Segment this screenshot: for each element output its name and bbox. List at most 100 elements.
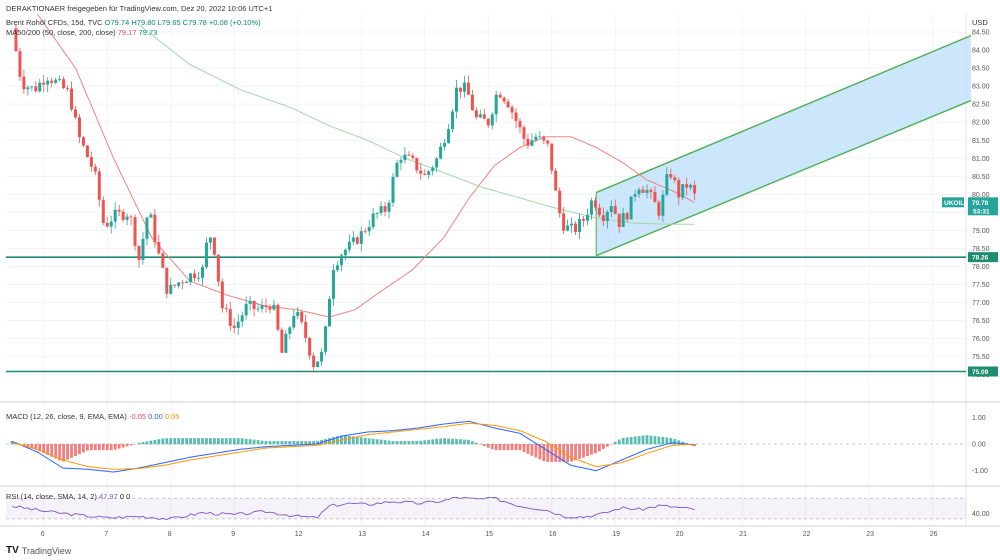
candle-body[interactable] <box>113 209 117 222</box>
candle-body[interactable] <box>387 202 391 212</box>
candle-body[interactable] <box>554 170 558 191</box>
candle-body[interactable] <box>478 114 482 118</box>
candle-body[interactable] <box>669 174 673 178</box>
candle-body[interactable] <box>181 282 185 284</box>
candle-body[interactable] <box>538 136 542 138</box>
candle-body[interactable] <box>268 306 272 310</box>
candle-body[interactable] <box>93 166 97 172</box>
candle-body[interactable] <box>439 146 443 159</box>
ma-label[interactable]: MA50/200 (50, close, 200, close) <box>6 28 116 37</box>
candle-body[interactable] <box>331 270 335 299</box>
macd-label[interactable]: MACD (12, 26, close, 9, EMA, EMA) <box>6 412 127 421</box>
candle-body[interactable] <box>681 184 685 198</box>
candle-body[interactable] <box>153 214 157 243</box>
candle-body[interactable] <box>50 80 54 83</box>
candle-body[interactable] <box>494 94 498 115</box>
candle-body[interactable] <box>125 216 129 220</box>
candle-body[interactable] <box>137 245 141 261</box>
candle-body[interactable] <box>526 138 530 146</box>
candle-body[interactable] <box>260 305 264 309</box>
candle-body[interactable] <box>141 238 145 261</box>
candle-body[interactable] <box>208 237 212 243</box>
candle-body[interactable] <box>212 237 216 255</box>
candle-body[interactable] <box>490 114 494 126</box>
candle-body[interactable] <box>173 284 177 286</box>
candle-body[interactable] <box>546 140 550 144</box>
candle-body[interactable] <box>693 184 697 194</box>
candle-body[interactable] <box>550 143 554 171</box>
candle-body[interactable] <box>46 80 50 85</box>
candle-body[interactable] <box>685 184 689 188</box>
candle-body[interactable] <box>193 273 197 279</box>
candle-body[interactable] <box>395 162 399 177</box>
candle-body[interactable] <box>18 51 22 77</box>
trend-channel-upper-line[interactable] <box>595 34 972 194</box>
candle-body[interactable] <box>109 221 113 227</box>
candle-body[interactable] <box>605 211 609 222</box>
candle-body[interactable] <box>474 110 478 118</box>
candle-body[interactable] <box>466 82 470 95</box>
candle-body[interactable] <box>42 82 46 85</box>
candle-body[interactable] <box>649 189 653 192</box>
candle-body[interactable] <box>582 219 585 221</box>
candle-body[interactable] <box>320 351 324 362</box>
candle-body[interactable] <box>633 194 637 197</box>
candle-body[interactable] <box>169 284 173 294</box>
candle-body[interactable] <box>470 94 474 111</box>
signal-line[interactable] <box>11 422 695 470</box>
candle-body[interactable] <box>26 87 30 90</box>
candle-body[interactable] <box>296 311 300 316</box>
candle-body[interactable] <box>220 281 224 309</box>
candle-body[interactable] <box>121 211 125 220</box>
candle-body[interactable] <box>335 265 339 271</box>
candle-body[interactable] <box>530 140 534 146</box>
candle-body[interactable] <box>228 309 232 326</box>
candle-body[interactable] <box>589 200 593 215</box>
candle-body[interactable] <box>570 223 574 226</box>
symbol-badge[interactable] <box>942 197 964 208</box>
candle-body[interactable] <box>66 88 70 89</box>
price-badge[interactable] <box>968 366 998 377</box>
candle-body[interactable] <box>641 189 645 193</box>
candle-body[interactable] <box>351 237 355 242</box>
candle-body[interactable] <box>562 213 566 231</box>
candle-body[interactable] <box>256 308 260 310</box>
candle-body[interactable] <box>204 242 208 268</box>
candle-body[interactable] <box>431 167 435 172</box>
candle-body[interactable] <box>85 145 89 158</box>
candle-body[interactable] <box>486 118 490 126</box>
candle-body[interactable] <box>165 267 169 294</box>
candle-body[interactable] <box>54 79 58 83</box>
candle-body[interactable] <box>284 333 288 353</box>
candle-body[interactable] <box>343 249 347 256</box>
candle-body[interactable] <box>510 107 514 113</box>
trend-channel-lower-line[interactable] <box>595 99 972 257</box>
candle-body[interactable] <box>149 214 153 218</box>
candle-body[interactable] <box>653 191 657 203</box>
candle-body[interactable] <box>185 281 189 284</box>
candle-body[interactable] <box>81 137 85 146</box>
candle-body[interactable] <box>617 213 621 227</box>
candle-body[interactable] <box>105 222 109 227</box>
candle-body[interactable] <box>455 87 458 112</box>
candle-body[interactable] <box>661 194 665 216</box>
candle-body[interactable] <box>645 189 649 193</box>
candle-body[interactable] <box>462 82 466 92</box>
candle-body[interactable] <box>292 315 296 328</box>
candle-body[interactable] <box>621 213 625 227</box>
candle-body[interactable] <box>316 361 320 368</box>
candle-body[interactable] <box>236 321 240 328</box>
candle-body[interactable] <box>427 171 431 175</box>
candle-body[interactable] <box>34 86 38 92</box>
candle-body[interactable] <box>518 120 522 128</box>
candle-body[interactable] <box>415 157 419 171</box>
candle-body[interactable] <box>451 111 455 130</box>
candle-body[interactable] <box>399 160 403 163</box>
candle-body[interactable] <box>558 190 562 214</box>
candle-body[interactable] <box>458 87 462 92</box>
candle-body[interactable] <box>232 325 236 328</box>
candle-body[interactable] <box>14 28 18 52</box>
candle-body[interactable] <box>506 101 510 108</box>
candle-body[interactable] <box>117 209 121 212</box>
